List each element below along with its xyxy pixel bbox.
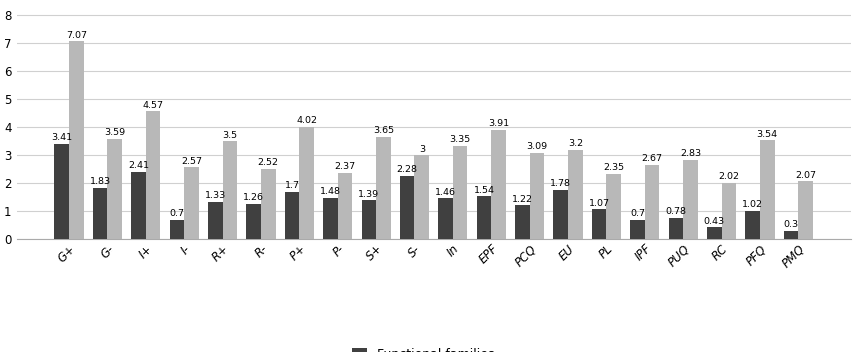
Text: 1.02: 1.02 — [742, 200, 764, 209]
Bar — [784, 231, 799, 239]
Text: 2.67: 2.67 — [641, 154, 663, 163]
Text: 7.07: 7.07 — [66, 31, 87, 40]
Text: 1.33: 1.33 — [204, 191, 226, 200]
Text: 3.5: 3.5 — [222, 131, 238, 140]
Text: 1.22: 1.22 — [512, 195, 533, 203]
Bar — [261, 169, 275, 239]
Text: 1.7: 1.7 — [285, 181, 299, 190]
Bar — [55, 144, 69, 239]
Text: 3.59: 3.59 — [104, 128, 126, 137]
Text: 2.83: 2.83 — [680, 150, 701, 158]
Text: 1.83: 1.83 — [90, 177, 110, 187]
Bar — [169, 220, 184, 239]
Bar — [323, 198, 338, 239]
Bar — [606, 174, 621, 239]
Text: 1.54: 1.54 — [474, 186, 494, 195]
Bar — [799, 181, 813, 239]
Bar — [553, 189, 568, 239]
Text: 3.35: 3.35 — [450, 135, 471, 144]
Bar — [746, 211, 760, 239]
Bar — [630, 220, 645, 239]
Bar — [131, 172, 146, 239]
Text: 2.41: 2.41 — [128, 161, 149, 170]
Bar — [707, 227, 722, 239]
Text: 2.07: 2.07 — [795, 171, 817, 180]
Bar — [492, 130, 506, 239]
Text: 3.2: 3.2 — [568, 139, 583, 148]
Bar — [529, 153, 545, 239]
Bar — [453, 146, 468, 239]
Bar — [669, 218, 683, 239]
Bar — [722, 183, 736, 239]
Bar — [362, 200, 376, 239]
Text: 0.7: 0.7 — [169, 209, 185, 218]
Bar — [146, 111, 161, 239]
Bar — [683, 160, 698, 239]
Bar — [592, 209, 606, 239]
Text: 2.35: 2.35 — [603, 163, 624, 172]
Bar — [222, 142, 237, 239]
Text: 4.57: 4.57 — [143, 101, 163, 110]
Bar — [415, 155, 429, 239]
Bar — [439, 199, 453, 239]
Bar — [208, 202, 222, 239]
Text: 3.54: 3.54 — [757, 130, 778, 139]
Text: 3.09: 3.09 — [527, 142, 547, 151]
Bar — [477, 196, 492, 239]
Text: 0.78: 0.78 — [665, 207, 687, 216]
Text: 3.65: 3.65 — [373, 126, 394, 136]
Text: 1.46: 1.46 — [435, 188, 456, 197]
Text: 1.07: 1.07 — [588, 199, 610, 208]
Bar — [93, 188, 108, 239]
Text: 4.02: 4.02 — [296, 116, 317, 125]
Text: 2.02: 2.02 — [718, 172, 740, 181]
Text: 3.41: 3.41 — [51, 133, 73, 142]
Text: 1.26: 1.26 — [243, 193, 264, 202]
Bar — [338, 173, 352, 239]
Bar — [400, 176, 415, 239]
Text: 1.48: 1.48 — [320, 187, 341, 196]
Bar — [299, 127, 314, 239]
Bar — [645, 165, 659, 239]
Text: 2.37: 2.37 — [334, 162, 356, 171]
Bar — [285, 192, 299, 239]
Text: 2.57: 2.57 — [181, 157, 202, 166]
Bar — [760, 140, 775, 239]
Bar — [184, 168, 198, 239]
Text: 0.7: 0.7 — [630, 209, 645, 218]
Text: 2.52: 2.52 — [257, 158, 279, 167]
Text: 3.91: 3.91 — [488, 119, 509, 128]
Bar — [246, 204, 261, 239]
Text: 0.43: 0.43 — [704, 216, 725, 226]
Bar — [69, 42, 84, 239]
Legend: Functional families, Dysfunctional families: Functional families, Dysfunctional famil… — [351, 348, 516, 352]
Text: 1.78: 1.78 — [551, 179, 571, 188]
Bar — [108, 139, 122, 239]
Text: 3: 3 — [419, 145, 425, 154]
Bar — [376, 137, 391, 239]
Text: 2.28: 2.28 — [397, 165, 418, 174]
Bar — [568, 150, 582, 239]
Text: 1.39: 1.39 — [358, 190, 380, 199]
Text: 0.3: 0.3 — [783, 220, 799, 229]
Bar — [515, 205, 529, 239]
